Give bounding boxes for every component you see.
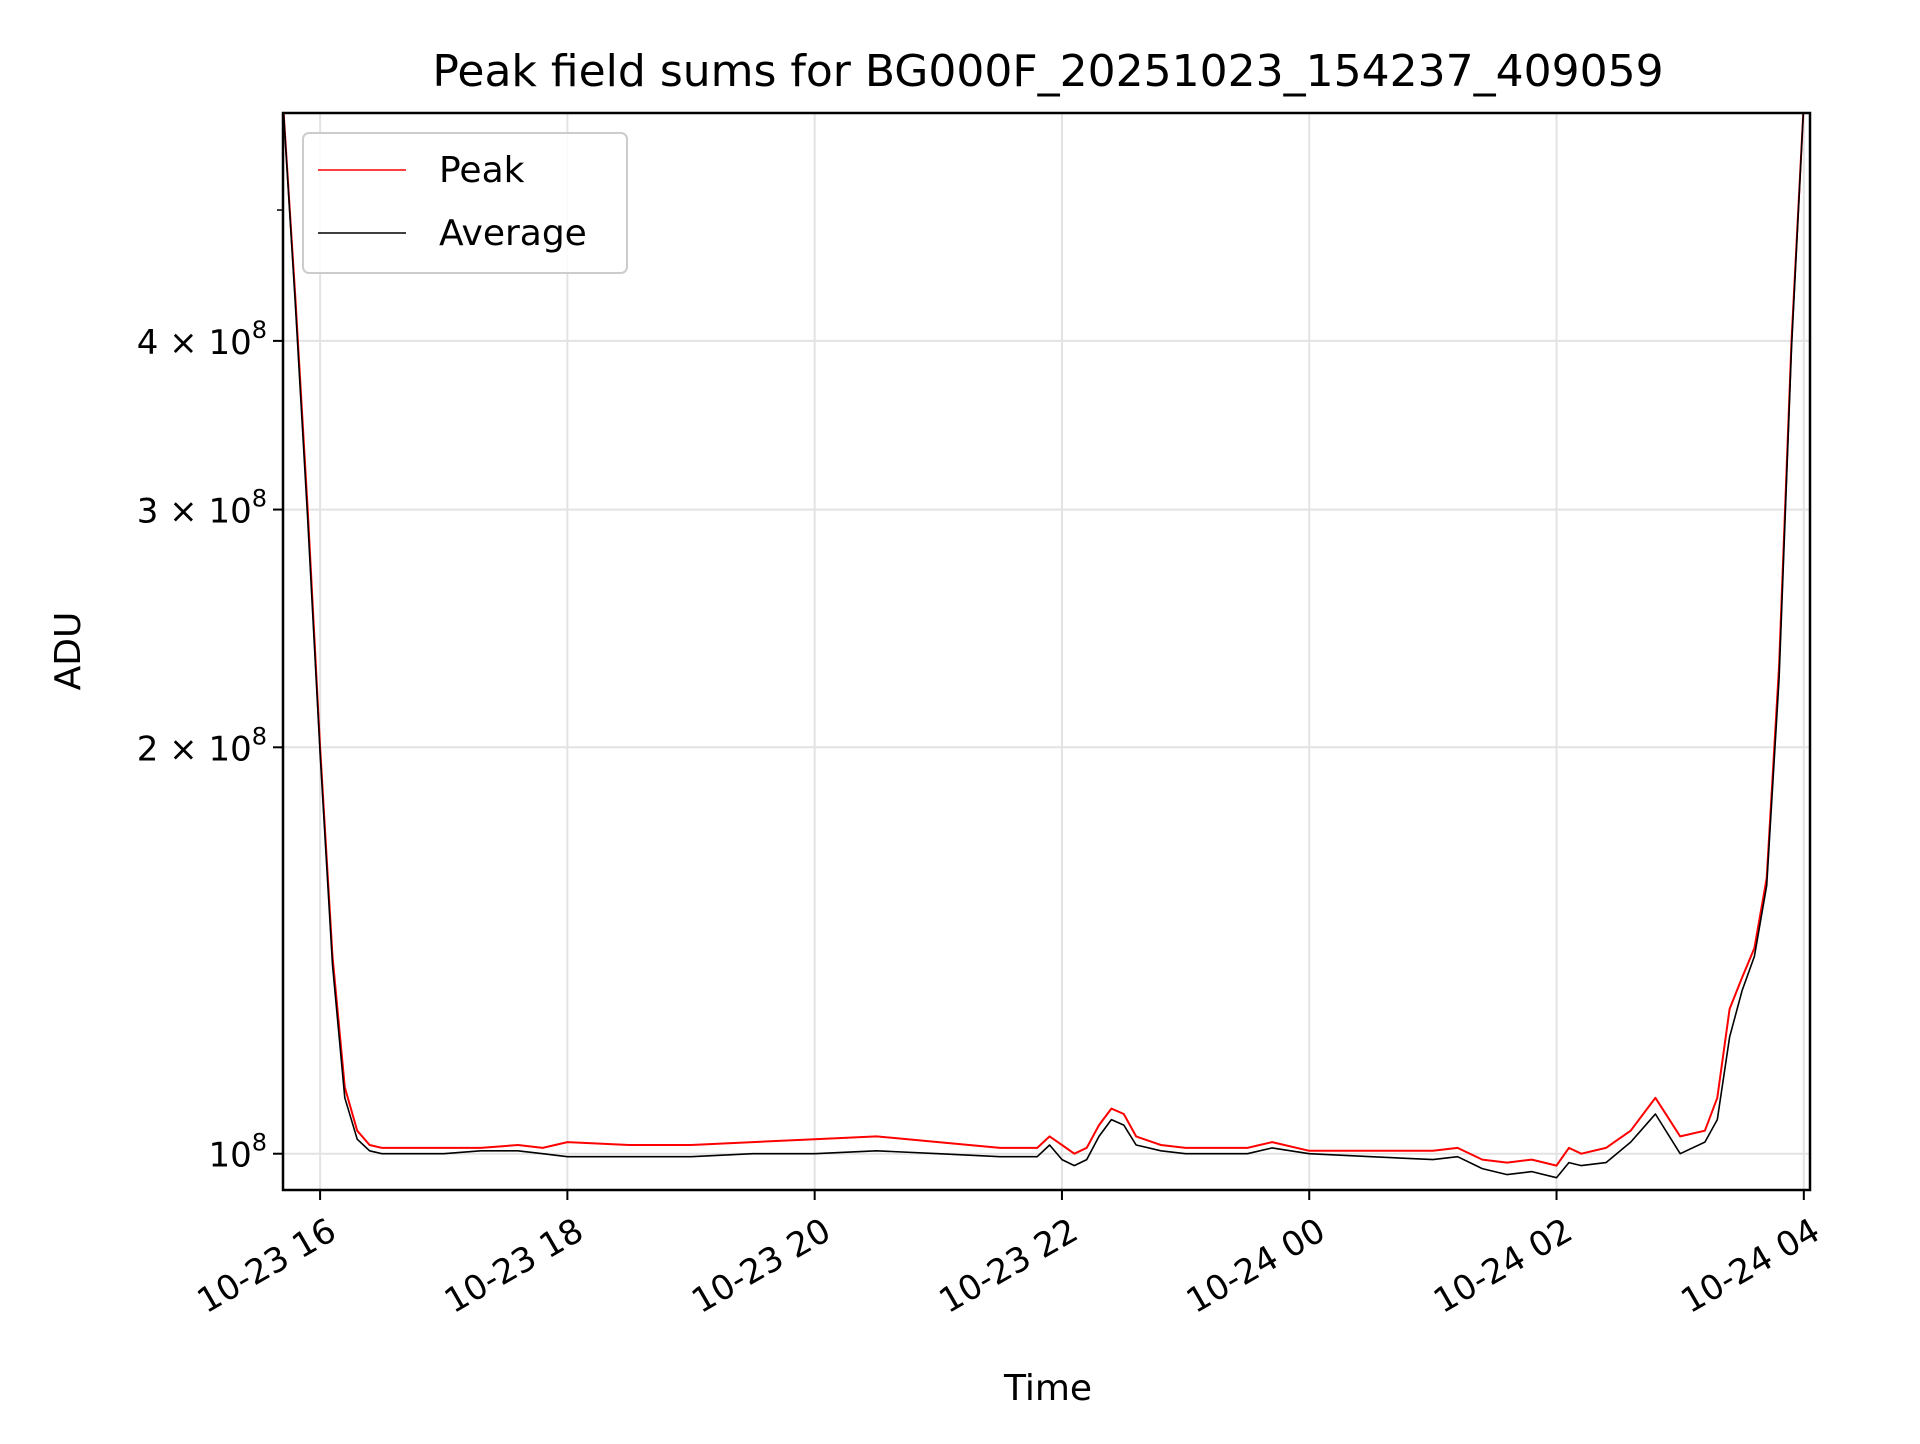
x-axis-label: Time xyxy=(1003,1368,1092,1409)
legend-label-peak: Peak xyxy=(439,150,525,191)
y-tick-label: 4 × 108 xyxy=(137,316,267,363)
y-axis-label: ADU xyxy=(48,612,89,691)
plot-frame xyxy=(281,111,1812,1192)
y-tick-label: 3 × 108 xyxy=(137,485,267,532)
chart-title: Peak field sums for BG000F_20251023_1542… xyxy=(432,46,1663,97)
plot-area: 10-23 16 10-23 18 10-23 20 10-23 22 10-24 00… xyxy=(137,111,1827,1322)
legend: Peak Average xyxy=(302,132,628,274)
y-tick-label: 2 × 108 xyxy=(137,722,267,769)
legend-label-average: Average xyxy=(439,213,587,254)
legend-box xyxy=(302,132,628,274)
series-line-peak xyxy=(283,113,1805,1167)
series-line-average xyxy=(283,113,1805,1179)
series-group xyxy=(283,113,1805,1179)
plot-background xyxy=(283,113,1810,1190)
